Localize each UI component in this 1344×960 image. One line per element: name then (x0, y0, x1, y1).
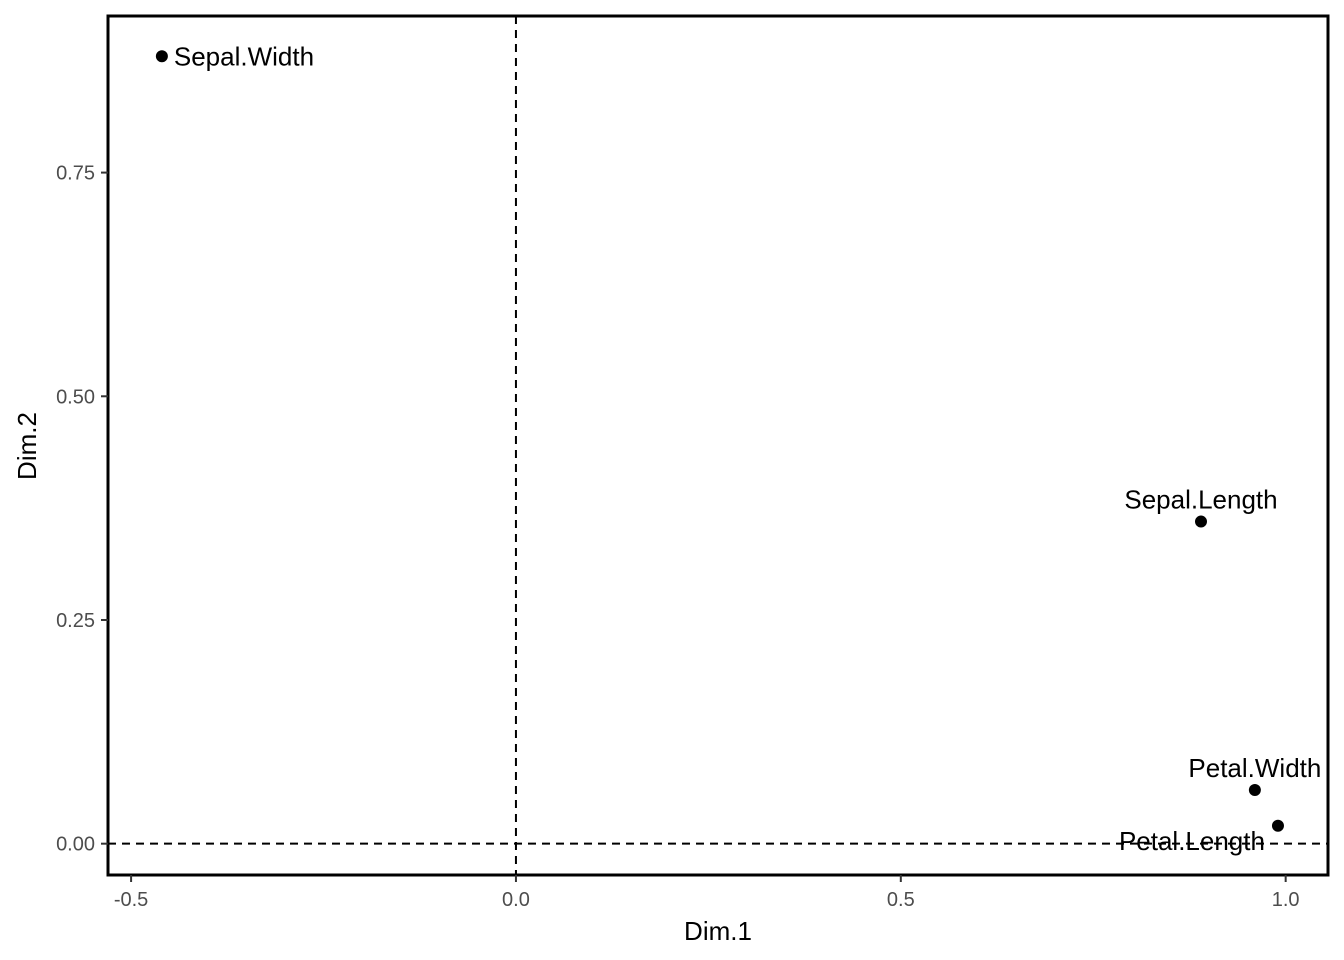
x-tick-label: 0.0 (502, 889, 530, 911)
x-axis-title: Dim.1 (684, 916, 752, 946)
y-tick-label: 0.50 (56, 386, 95, 408)
y-tick-label: 0.25 (56, 610, 95, 632)
y-axis: 0.00 0.25 0.50 0.75 (56, 163, 108, 856)
data-point-label-sepal-length: Sepal.Length (1124, 485, 1277, 515)
x-tick-label: -0.5 (114, 889, 148, 911)
data-point-sepal-width (155, 50, 168, 63)
data-point-label-sepal-width: Sepal.Width (174, 41, 314, 71)
y-tick-label: 0.00 (56, 834, 95, 856)
data-point-petal-length (1271, 819, 1284, 832)
x-tick-label: 1.0 (1272, 889, 1300, 911)
data-point-sepal-length (1194, 515, 1207, 528)
plot-panel-border (106, 14, 1330, 877)
data-point-labels: Sepal.Length Sepal.Width Petal.Length Petal… (174, 41, 1321, 856)
data-point-label-petal-width: Petal.Width (1188, 753, 1321, 783)
data-point-petal-width (1248, 783, 1261, 796)
y-axis-title: Dim.2 (12, 412, 42, 480)
reference-lines (108, 16, 1328, 875)
x-axis: -0.5 0.0 0.5 1.0 (114, 875, 1300, 911)
data-point-label-petal-length: Petal.Length (1119, 826, 1265, 856)
y-tick-label: 0.75 (56, 163, 95, 185)
data-points (155, 50, 1284, 832)
x-tick-label: 0.5 (887, 889, 915, 911)
